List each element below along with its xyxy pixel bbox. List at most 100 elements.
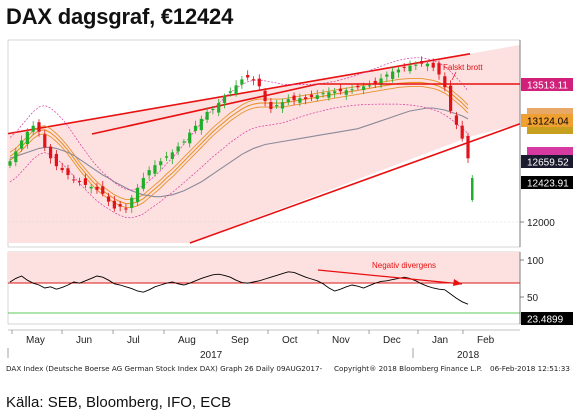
candle-body xyxy=(275,105,279,107)
annotation-falskt-brott: Falskt brott xyxy=(443,63,483,72)
candle-body xyxy=(54,153,58,167)
candle-body xyxy=(19,140,24,149)
candle-body xyxy=(379,78,383,86)
candle-body xyxy=(362,86,366,90)
candle-body xyxy=(141,178,145,189)
candle-body xyxy=(391,71,395,79)
candle-body xyxy=(95,186,99,190)
candle-body xyxy=(188,132,192,144)
candle-body xyxy=(466,135,470,159)
annotation-pointer xyxy=(451,71,457,81)
candle-body xyxy=(257,78,261,87)
candle-body xyxy=(31,125,35,132)
candle-body xyxy=(414,64,418,66)
x-tick-label-aug: Aug xyxy=(178,335,196,346)
candle-body xyxy=(327,92,331,98)
candle-body xyxy=(396,69,401,73)
candle-body xyxy=(205,111,209,120)
rsi-tick-100: 100 xyxy=(527,256,544,267)
candle-body xyxy=(460,125,464,139)
x-tick-label-sep: Sep xyxy=(231,335,249,346)
candle-body xyxy=(124,208,128,210)
candle-body xyxy=(118,204,122,207)
candle-body xyxy=(402,66,406,68)
candle-body xyxy=(367,85,372,87)
candle-body xyxy=(164,156,169,158)
candle-body xyxy=(437,63,441,75)
candle-body xyxy=(106,196,111,202)
candle-body xyxy=(333,91,337,94)
footer-right: 06-Feb-2018 12:51:33 xyxy=(490,364,570,373)
price-label-1-text: 13513.11 xyxy=(527,81,568,92)
price-label-4: 12423.91 xyxy=(521,176,573,190)
bollinger-bands xyxy=(9,57,469,219)
source-caption: Källa: SEB, Bloomberg, IFO, ECB xyxy=(6,394,232,411)
candle-body xyxy=(425,63,430,67)
rsi-line xyxy=(9,271,469,305)
candle-body xyxy=(350,89,354,91)
price-panel: Falskt brott xyxy=(7,39,573,248)
candle-body xyxy=(321,93,325,95)
ma-line-2 xyxy=(9,107,469,198)
footer-center: Copyright® 2018 Bloomberg Finance L.P. xyxy=(334,364,483,373)
bollinger-lower xyxy=(9,103,469,219)
x-tick-label-may: May xyxy=(26,335,45,346)
x-tick-label-dec: Dec xyxy=(383,335,401,346)
x-tick-label-jul: Jul xyxy=(127,335,140,346)
channel-lower-line xyxy=(189,123,521,244)
candle-body xyxy=(454,115,459,125)
candle-body xyxy=(101,186,105,194)
candle-body xyxy=(269,102,273,109)
candle-body xyxy=(48,146,53,159)
candle-body xyxy=(385,74,389,77)
candle-body xyxy=(344,90,348,95)
price-label-3: 12659.52 xyxy=(521,155,573,169)
channel-mid-line xyxy=(91,83,319,135)
rsi-last-value: 23.4899 xyxy=(527,315,564,326)
candle-body xyxy=(193,125,198,131)
year-label-2018: 2018 xyxy=(457,350,480,361)
candle-body xyxy=(153,165,157,174)
candle-body xyxy=(338,88,343,92)
candle-body xyxy=(222,96,227,104)
x-tick-label-nov: Nov xyxy=(332,335,350,346)
candle-body xyxy=(135,187,140,203)
candlesticks xyxy=(8,56,470,213)
x-tick-label-jan: Jan xyxy=(432,335,448,346)
x-tick-label-oct: Oct xyxy=(282,335,298,346)
candle-body xyxy=(228,91,232,93)
candle-body xyxy=(66,168,70,176)
divergence-arrow-head xyxy=(453,279,462,286)
candle-body xyxy=(420,61,424,64)
candle-body xyxy=(217,103,221,113)
candle-body xyxy=(147,170,151,176)
candle-body xyxy=(37,122,41,132)
price-label-1: 13513.11 xyxy=(521,78,573,92)
page-title: DAX dagsgraf, €12424 xyxy=(6,4,234,29)
overlap-label-2 xyxy=(527,125,573,134)
candle-body xyxy=(176,146,180,152)
candle-body xyxy=(240,79,244,85)
candle-body xyxy=(182,141,186,143)
x-axis: May Jun Jul Aug Sep Oct Nov Dec Jan Feb 2017 2018 xyxy=(7,329,520,361)
bollinger-upper xyxy=(9,57,469,191)
rsi-tick-50: 50 xyxy=(527,293,539,304)
rsi-overbought-zone xyxy=(8,252,520,283)
candle-body xyxy=(8,161,12,166)
rsi-last-label xyxy=(521,312,573,325)
candle-body xyxy=(408,65,412,72)
candle-body xyxy=(43,134,47,148)
candle-body xyxy=(130,197,134,208)
candle-body xyxy=(449,85,453,111)
rsi-panel: Negativ divergens xyxy=(7,251,521,325)
candle-body xyxy=(234,85,238,94)
candle-body xyxy=(356,85,360,88)
overlap-label-1 xyxy=(527,108,573,117)
candle-body xyxy=(14,151,18,163)
candle-body xyxy=(25,131,29,145)
x-tick-label-jun: Jun xyxy=(76,335,92,346)
overlap-label-3 xyxy=(527,147,573,156)
ma-line-lower xyxy=(9,85,469,209)
candle-body xyxy=(431,62,435,68)
